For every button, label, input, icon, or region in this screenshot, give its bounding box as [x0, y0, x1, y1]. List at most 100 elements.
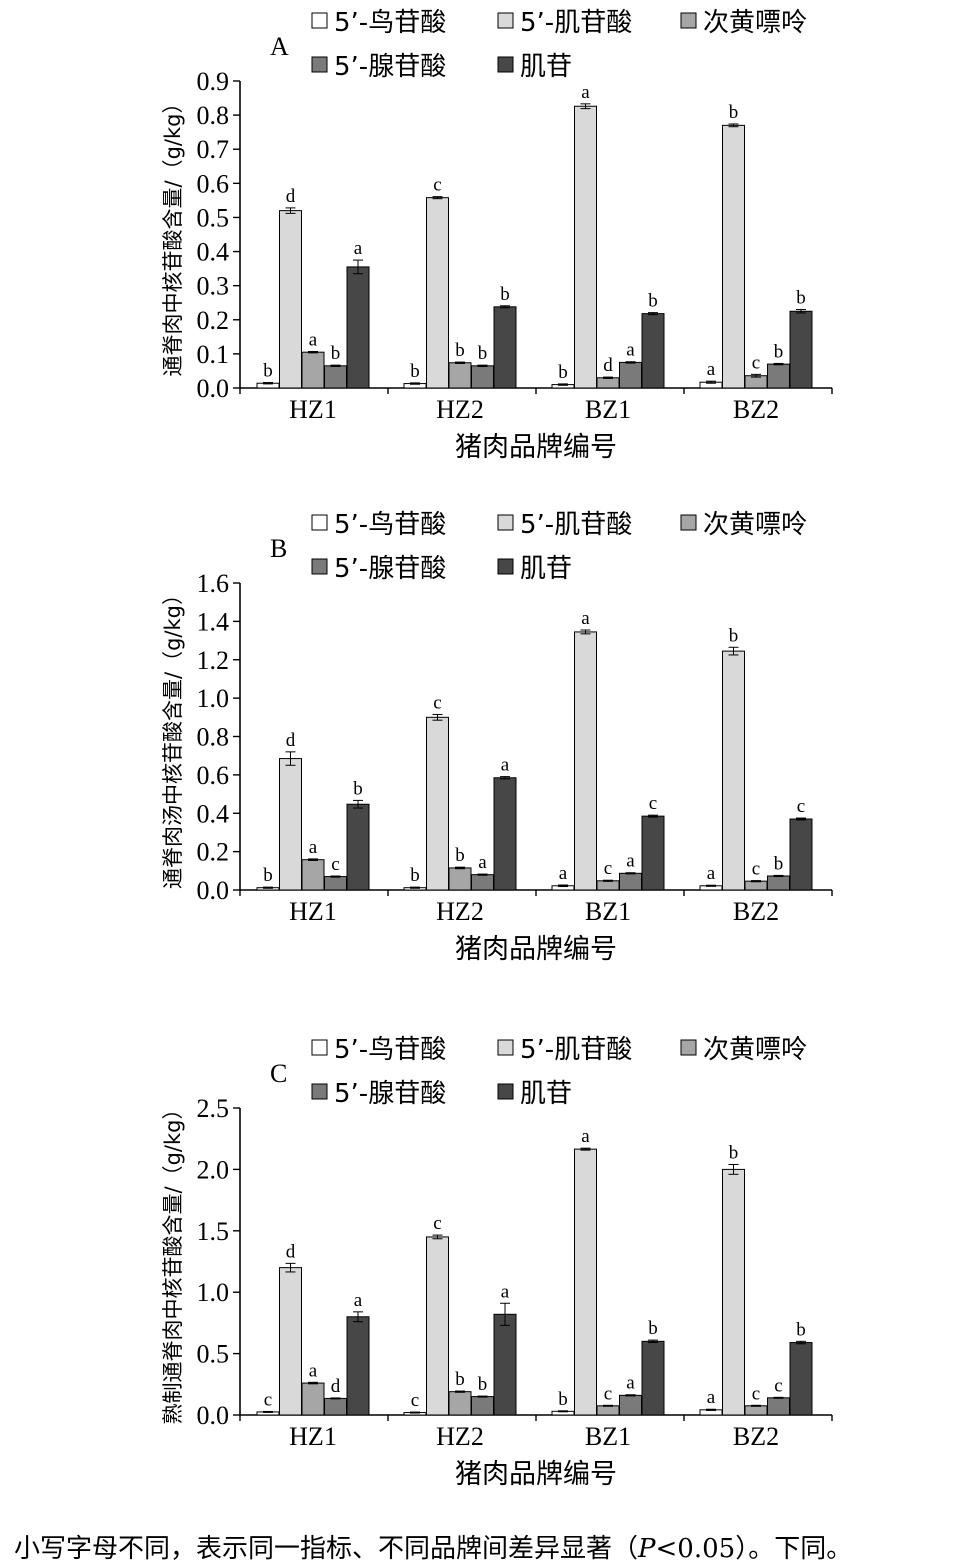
y-tick-label: 0.7	[197, 135, 230, 164]
y-tick-label: 0.2	[197, 306, 230, 335]
significance-letter: d	[286, 1241, 296, 1262]
significance-letter: b	[455, 1369, 465, 1390]
bar	[346, 1316, 370, 1416]
significance-letter: c	[752, 859, 760, 880]
significance-letter: d	[331, 1376, 341, 1397]
bar	[471, 1396, 494, 1416]
x-tick-label: BZ1	[585, 897, 631, 926]
bar	[471, 365, 494, 389]
y-tick-label: 1.4	[197, 607, 230, 636]
legend-label: 5’-肌苷酸	[520, 1035, 632, 1065]
legend-label: 5’-腺苷酸	[334, 1079, 446, 1109]
panel-letter: A	[270, 32, 289, 61]
legend-item: 5’-鸟苷酸	[311, 1035, 446, 1065]
bar	[324, 365, 347, 389]
legend-swatch	[680, 514, 697, 531]
significance-letter: c	[604, 858, 612, 879]
bar	[426, 716, 449, 891]
panel-letter: B	[270, 534, 287, 563]
bar	[619, 1394, 642, 1416]
x-axis-title: 猪肉品牌编号	[455, 1459, 617, 1490]
bar	[596, 377, 620, 389]
y-tick-label: 0.0	[197, 1401, 230, 1430]
legend-label: 5’-肌苷酸	[520, 510, 632, 540]
y-axis-title: 通脊肉中核苷酸含量/（g/kg）	[161, 93, 185, 377]
footnote-text-pre: 小写字母不同，表示同一指标、不同品牌间差异显著（	[14, 1534, 639, 1564]
bar	[301, 1382, 325, 1416]
footnote: 小写字母不同，表示同一指标、不同品牌间差异显著（P<0.05）。下同。	[14, 1528, 852, 1565]
bar	[301, 859, 325, 891]
significance-letter: a	[309, 330, 318, 351]
significance-letter: a	[581, 1126, 590, 1147]
bar	[767, 363, 790, 389]
bar	[722, 1168, 745, 1416]
legend-label: 5’-腺苷酸	[334, 52, 446, 82]
legend-item: 5’-腺苷酸	[311, 554, 446, 584]
significance-letter: c	[264, 1389, 272, 1410]
y-tick-label: 0.5	[197, 1340, 230, 1369]
legend-item: 5’-鸟苷酸	[311, 8, 446, 38]
bar	[324, 876, 347, 891]
significance-letter: b	[410, 865, 420, 886]
significance-letter: a	[626, 851, 635, 872]
x-tick-label: HZ2	[436, 1422, 484, 1451]
legend-item: 5’-鸟苷酸	[311, 510, 446, 540]
significance-letter: b	[729, 1142, 739, 1163]
y-tick-label: 0.0	[197, 374, 230, 403]
bar	[722, 124, 745, 389]
bar	[279, 210, 302, 389]
significance-letter: b	[796, 288, 806, 309]
legend-item: 5’-肌苷酸	[497, 8, 632, 38]
x-tick-label: HZ1	[289, 395, 337, 424]
y-tick-label: 2.0	[197, 1155, 230, 1184]
y-tick-label: 2.5	[197, 1094, 230, 1123]
significance-letter: a	[309, 1360, 318, 1381]
significance-letter: b	[263, 361, 273, 382]
significance-letter: b	[455, 340, 465, 361]
bar	[346, 803, 370, 891]
bar	[493, 1313, 517, 1416]
significance-letter: b	[263, 865, 273, 886]
bar	[641, 815, 665, 891]
bar	[574, 1148, 597, 1416]
x-tick-label: BZ1	[585, 395, 631, 424]
significance-letter: a	[501, 755, 510, 776]
panel-c: C 5’-鸟苷酸 5’-肌苷酸 次黄嘌呤 5’-腺苷酸 肌苷 0.0 0.5 1.0 1.5 2.0…	[161, 1035, 833, 1490]
legend-label: 肌苷	[520, 554, 572, 584]
significance-letter: b	[729, 625, 739, 646]
significance-letter: a	[354, 1290, 363, 1311]
legend-swatch	[311, 1083, 328, 1100]
legend-swatch	[311, 56, 328, 73]
legend-swatch	[311, 12, 328, 29]
legend-swatch	[311, 514, 328, 531]
panel-a: A 5’-鸟苷酸 5’-肌苷酸 次黄嘌呤 5’-腺苷酸 肌苷 0.0 0.1 0.2 0.3 0.4…	[161, 8, 833, 463]
bar	[493, 306, 517, 389]
significance-letter: a	[478, 852, 487, 873]
legend-label: 次黄嘌呤	[703, 1035, 807, 1065]
bar	[619, 361, 642, 389]
significance-letter: c	[797, 796, 805, 817]
legend-label: 5’-鸟苷酸	[334, 8, 446, 38]
bar	[744, 1405, 768, 1416]
significance-letter: b	[774, 341, 784, 362]
legend-label: 5’-腺苷酸	[334, 554, 446, 584]
y-tick-label: 0.2	[197, 838, 230, 867]
legend-item: 肌苷	[497, 1079, 572, 1109]
bar	[279, 758, 302, 891]
y-tick-label: 0.6	[197, 169, 230, 198]
significance-letter: b	[648, 1318, 658, 1339]
legend-swatch	[497, 558, 514, 575]
legend-swatch	[497, 12, 514, 29]
legend-item: 次黄嘌呤	[680, 1035, 807, 1065]
legend-label: 5’-肌苷酸	[520, 8, 632, 38]
legend-item: 5’-肌苷酸	[497, 510, 632, 540]
significance-letter: b	[796, 1319, 806, 1340]
bar	[448, 362, 472, 389]
x-tick-label: HZ1	[289, 897, 337, 926]
x-tick-label: BZ2	[733, 395, 779, 424]
significance-letter: a	[559, 863, 568, 884]
bar	[448, 867, 472, 891]
bar	[596, 880, 620, 891]
legend-swatch	[497, 514, 514, 531]
significance-letter: a	[707, 863, 716, 884]
